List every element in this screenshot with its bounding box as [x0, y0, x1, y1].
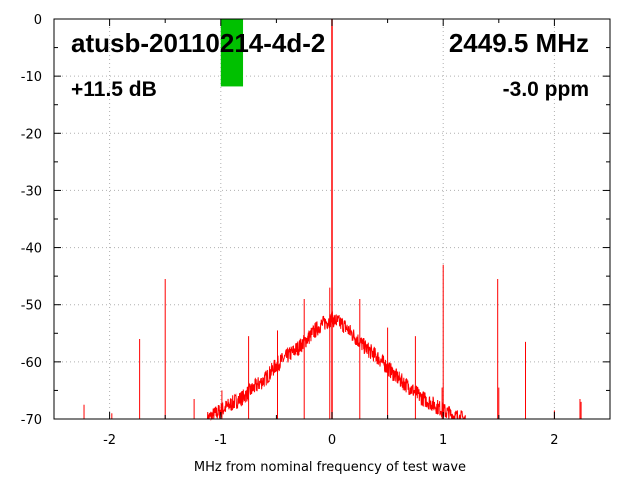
y-tick-label: -10	[21, 70, 42, 85]
x-axis-label: MHz from nominal frequency of test wave	[194, 460, 466, 475]
x-tick-label: 0	[328, 433, 336, 448]
spectrum-trace	[206, 311, 466, 421]
gain-label: +11.5 dB	[71, 78, 157, 101]
frequency-label: 2449.5 MHz	[449, 28, 589, 58]
y-tick-label: -70	[21, 413, 42, 428]
x-tick-labels: -2 -1 0 1 2	[103, 433, 558, 448]
drift-label: -3.0 ppm	[503, 78, 589, 101]
y-tick-label: 0	[34, 13, 42, 28]
x-tick-label: -1	[214, 433, 227, 448]
axis-ticks	[53, 18, 611, 420]
x-tick-label: 1	[439, 433, 447, 448]
device-name-label: atusb-20110214-4d-2	[71, 28, 325, 58]
y-tick-labels: 0 -10 -20 -30 -40 -50 -60 -70	[21, 13, 42, 428]
y-tick-label: -40	[21, 242, 42, 257]
spectrum-noise-trace	[206, 311, 466, 421]
x-tick-label: 2	[550, 433, 558, 448]
y-tick-label: -50	[21, 299, 42, 314]
x-tick-label: -2	[103, 433, 116, 448]
level-indicator-bar	[220, 19, 244, 87]
y-tick-label: -60	[21, 356, 42, 371]
y-tick-label: -30	[21, 184, 42, 199]
y-tick-label: -20	[21, 127, 42, 142]
